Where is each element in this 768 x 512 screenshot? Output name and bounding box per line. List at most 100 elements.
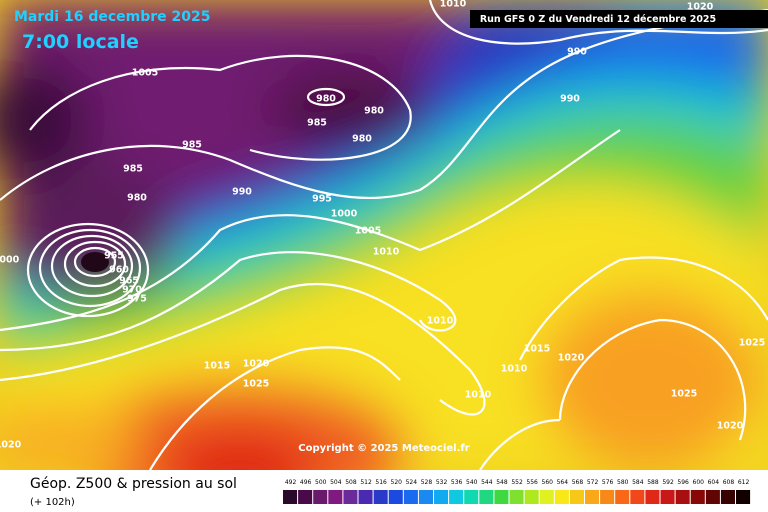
scale-swatch xyxy=(449,490,464,504)
scale-label: 580 xyxy=(617,479,629,486)
scale-swatch xyxy=(630,490,645,504)
scale-label: 552 xyxy=(511,479,523,486)
scale-label: 508 xyxy=(345,479,357,486)
scale-swatch xyxy=(645,490,660,504)
isobar-label: 985 xyxy=(307,118,327,129)
isobar-label: 1010 xyxy=(440,0,467,10)
scale-swatch xyxy=(388,490,403,504)
scale-label: 536 xyxy=(451,479,463,486)
scale-swatch xyxy=(569,490,584,504)
scale-swatch xyxy=(283,490,298,504)
isobars xyxy=(0,0,768,470)
scale-label: 548 xyxy=(496,479,508,486)
scale-label: 544 xyxy=(481,479,493,486)
scale-swatch xyxy=(615,490,630,504)
isobar-label: 980 xyxy=(127,193,147,204)
scale-label: 520 xyxy=(391,479,403,486)
scale-label: 564 xyxy=(557,479,569,486)
isobar-label: 1015 xyxy=(524,344,550,355)
isobar-label: 1020 xyxy=(558,353,585,364)
isobar-label: 980 xyxy=(364,106,384,117)
scale-swatch xyxy=(675,490,690,504)
scale-label: 612 xyxy=(738,479,750,486)
scale-swatch xyxy=(313,490,328,504)
isobar-label: 985 xyxy=(123,164,143,175)
isobar-label: 1010 xyxy=(465,390,492,401)
isobar-label: 1025 xyxy=(243,379,269,390)
scale-label: 572 xyxy=(587,479,599,486)
scale-label: 588 xyxy=(647,479,659,486)
scale-swatch xyxy=(509,490,524,504)
scale-label: 596 xyxy=(677,479,689,486)
scale-swatch xyxy=(373,490,388,504)
isobar-label: 1020 xyxy=(243,359,270,370)
isobar-label: 1015 xyxy=(204,361,230,372)
scale-swatch xyxy=(343,490,358,504)
isobar-label: 980 xyxy=(316,94,336,105)
scale-label: 604 xyxy=(708,479,720,486)
isobar-label: 980 xyxy=(352,134,372,145)
isobar-label: 1025 xyxy=(671,389,697,400)
isobar-label: 1005 xyxy=(132,68,158,79)
scale-label: 576 xyxy=(602,479,614,486)
scale-swatch xyxy=(524,490,539,504)
scale-swatch xyxy=(600,490,615,504)
isobar-label: 970 xyxy=(122,285,142,296)
isobar-label: 990 xyxy=(567,47,587,58)
scale-label: 568 xyxy=(572,479,584,486)
scale-swatch xyxy=(358,490,373,504)
scale-label: 560 xyxy=(542,479,554,486)
scale-label: 532 xyxy=(436,479,448,486)
run-info: Run GFS 0 Z du Vendredi 12 décembre 2025 xyxy=(480,14,716,25)
scale-swatch xyxy=(705,490,720,504)
isobar-label: 1010 xyxy=(427,316,454,327)
scale-label: 512 xyxy=(360,479,372,486)
scale-swatch xyxy=(328,490,343,504)
scale-label: 528 xyxy=(421,479,433,486)
scale-swatch xyxy=(539,490,554,504)
scale-label: 496 xyxy=(300,479,312,486)
scale-swatch xyxy=(434,490,449,504)
scale-label: 516 xyxy=(375,479,387,486)
scale-label: 556 xyxy=(526,479,538,486)
isobar-label: 995 xyxy=(312,194,332,205)
scale-label: 504 xyxy=(330,479,342,486)
scale-swatch xyxy=(736,490,751,504)
scale-swatch xyxy=(585,490,600,504)
isobar-label: 955 xyxy=(104,251,124,262)
isobar-label: 960 xyxy=(109,265,129,276)
isobar-label: 1020 xyxy=(717,421,744,432)
isobar-label: 990 xyxy=(560,94,580,105)
scale-swatch xyxy=(418,490,433,504)
scale-label: 600 xyxy=(693,479,705,486)
isobar-label: 1020 xyxy=(687,2,714,13)
isobar-label: 1000 xyxy=(0,255,20,266)
time: 7:00 locale xyxy=(22,31,139,53)
isobar-label: 975 xyxy=(127,294,147,305)
isobar-label: 985 xyxy=(182,140,202,151)
scale-swatch xyxy=(494,490,509,504)
scale-swatch xyxy=(720,490,735,504)
isobar-label: 1010 xyxy=(373,247,400,258)
title: Mardi 16 decembre 2025 xyxy=(14,9,211,25)
scale-label: 492 xyxy=(285,479,297,486)
scale-label: 540 xyxy=(466,479,478,486)
scale-swatch xyxy=(690,490,705,504)
copyright: Copyright © 2025 Meteociel.fr xyxy=(298,443,469,454)
isobar-label: 1025 xyxy=(739,338,765,349)
isobar-label: 1005 xyxy=(355,226,381,237)
scale-swatch xyxy=(298,490,313,504)
isobar-labels: 1005 980 980 985 980 985 985 980 990 995 1000 1005 1… xyxy=(0,0,765,451)
isobar-label: 1000 xyxy=(331,209,358,220)
scale-label: 584 xyxy=(632,479,644,486)
scale-label: 592 xyxy=(662,479,674,486)
run-box xyxy=(470,10,768,28)
isobar-label: 965 xyxy=(119,276,139,287)
scale-label: 500 xyxy=(315,479,327,486)
isobar-label: 1020 xyxy=(0,440,22,451)
scale-label: 608 xyxy=(723,479,735,486)
scale-swatch xyxy=(479,490,494,504)
